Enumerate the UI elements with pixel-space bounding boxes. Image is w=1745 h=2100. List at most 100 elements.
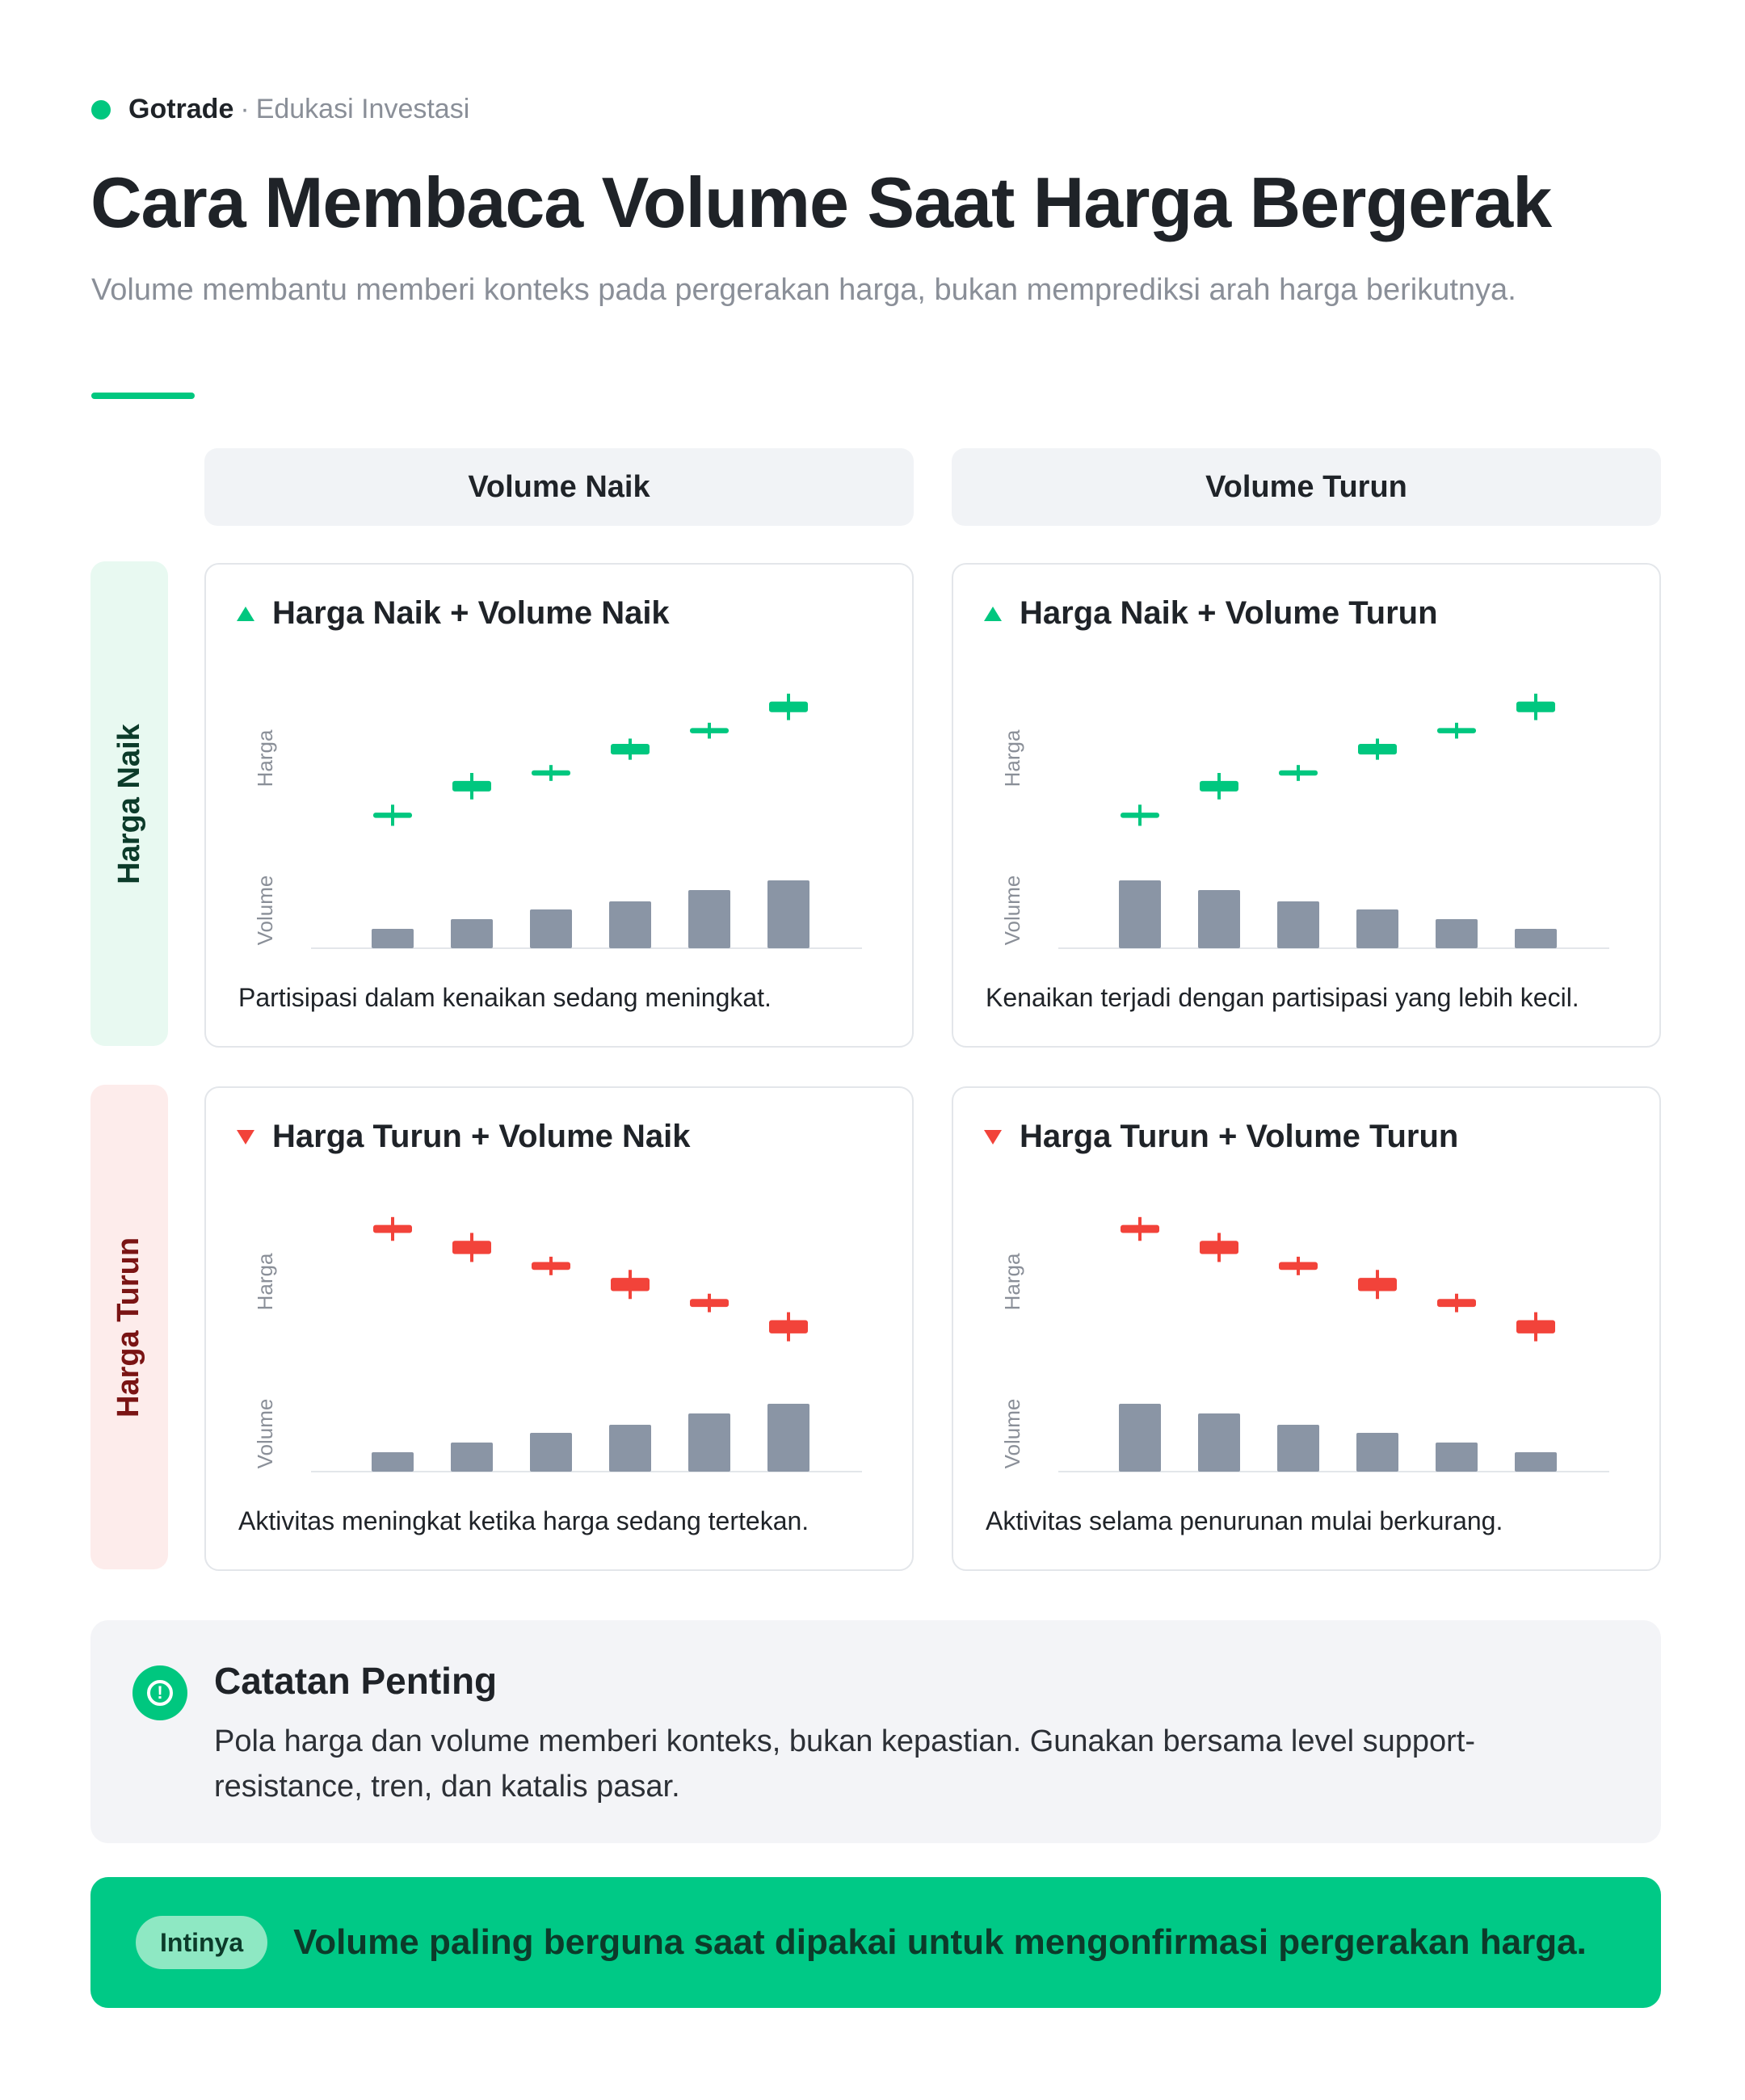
chart-title-text: Harga Turun + Volume Turun xyxy=(1020,1119,1459,1154)
chart-title: Harga Naik + Volume Naik xyxy=(237,595,670,632)
axis-label-volume: Volume xyxy=(1000,876,1024,946)
candle-body xyxy=(532,770,570,776)
chart-title: Harga Turun + Volume Naik xyxy=(237,1119,691,1155)
row-label-harga-turun: Harga Turun xyxy=(90,1085,168,1569)
axis-label-volume: Volume xyxy=(253,876,277,946)
candle-body xyxy=(373,1224,412,1233)
volume-bar xyxy=(451,1443,493,1472)
brand-separator: · xyxy=(240,94,250,124)
brand: Gotrade · Edukasi Investasi xyxy=(91,94,469,125)
important-note: ! Catatan Penting Pola harga dan volume … xyxy=(90,1620,1661,1843)
chart-caption: Partisipasi dalam kenaikan sedang mening… xyxy=(238,983,772,1012)
candle-body xyxy=(1516,1320,1555,1334)
volume-bar xyxy=(372,1452,414,1472)
title-accent-line xyxy=(91,393,195,399)
chart-card-turun-naik: Harga Turun + Volume Naik Harga Volume Ak… xyxy=(204,1086,914,1571)
candle-body xyxy=(1358,1278,1397,1292)
chart-caption: Kenaikan terjadi dengan partisipasi yang… xyxy=(986,983,1579,1012)
chart-title: Harga Naik + Volume Turun xyxy=(984,595,1438,632)
candle-body xyxy=(373,813,412,818)
axis-label-volume: Volume xyxy=(1000,1399,1024,1469)
volume-bar xyxy=(530,1433,572,1472)
volume-bar xyxy=(1356,1433,1398,1472)
candle-body xyxy=(690,728,729,733)
page-title: Cara Membaca Volume Saat Harga Bergerak xyxy=(90,162,1552,242)
row-label-text: Harga Turun xyxy=(111,1237,146,1418)
candle-body xyxy=(452,780,491,792)
chart-title: Harga Turun + Volume Turun xyxy=(984,1119,1458,1155)
brand-name: Gotrade xyxy=(128,94,234,124)
volume-bar xyxy=(1198,1413,1240,1472)
takeaway-banner: Intinya Volume paling berguna saat dipak… xyxy=(90,1877,1661,2008)
page-subtitle: Volume membantu memberi konteks pada per… xyxy=(91,273,1516,307)
volume-bar xyxy=(1119,1404,1161,1472)
chart-caption: Aktivitas selama penurunan mulai berkura… xyxy=(986,1506,1503,1535)
volume-bar xyxy=(1515,929,1557,948)
candle-body xyxy=(1358,744,1397,755)
volume-bar xyxy=(1436,1443,1478,1472)
volume-bar xyxy=(372,929,414,948)
volume-bar xyxy=(609,901,651,948)
volume-bar xyxy=(1277,901,1319,948)
candle-body xyxy=(1121,1224,1159,1233)
chart-card-turun-turun: Harga Turun + Volume Turun Harga Volume A… xyxy=(952,1086,1661,1571)
chart-card-naik-naik: Harga Naik + Volume Naik Harga Volume Par… xyxy=(204,563,914,1048)
volume-bar xyxy=(451,919,493,948)
chart-title-text: Harga Naik + Volume Naik xyxy=(272,595,670,631)
volume-bar xyxy=(767,1404,809,1472)
takeaway-text: Volume paling berguna saat dipakai untuk… xyxy=(293,1922,1587,1962)
volume-bar xyxy=(1356,909,1398,948)
row-label-text: Harga Naik xyxy=(111,723,146,884)
brand-dot-icon xyxy=(91,99,111,120)
candle-body xyxy=(611,744,650,755)
volume-bar xyxy=(1277,1425,1319,1472)
triangle-down-icon xyxy=(237,1129,254,1144)
note-title: Catatan Penting xyxy=(214,1660,498,1702)
candlestick-chart: Harga Volume xyxy=(1000,693,1609,949)
triangle-up-icon xyxy=(237,606,254,621)
chart-title-text: Harga Turun + Volume Naik xyxy=(272,1119,691,1154)
candle-body xyxy=(452,1241,491,1254)
row-label-harga-naik: Harga Naik xyxy=(90,561,168,1046)
takeaway-pill: Intinya xyxy=(136,1916,268,1969)
volume-bar xyxy=(1515,1452,1557,1472)
chart-title-text: Harga Naik + Volume Turun xyxy=(1020,595,1438,631)
volume-bar xyxy=(1198,890,1240,948)
candle-body xyxy=(769,1320,808,1334)
volume-bar xyxy=(1119,880,1161,948)
candlestick-chart: Harga Volume xyxy=(253,693,862,949)
axis-label-price: Harga xyxy=(253,729,277,787)
axis-label-price: Harga xyxy=(1000,729,1024,787)
triangle-up-icon xyxy=(984,606,1002,621)
candle-body xyxy=(1437,728,1476,733)
candle-body xyxy=(1200,1241,1238,1254)
chart-caption: Aktivitas meningkat ketika harga sedang … xyxy=(238,1506,809,1535)
candle-body xyxy=(690,1299,729,1308)
candle-body xyxy=(769,701,808,712)
candle-body xyxy=(1200,780,1238,792)
candle-body xyxy=(1437,1299,1476,1308)
candle-body xyxy=(532,1262,570,1270)
axis-label-price: Harga xyxy=(253,1253,277,1310)
candlestick-chart: Harga Volume xyxy=(253,1216,862,1472)
axis-label-price: Harga xyxy=(1000,1253,1024,1310)
volume-bar xyxy=(688,1413,730,1472)
candle-body xyxy=(1516,701,1555,712)
candle-body xyxy=(1279,770,1318,776)
chart-card-naik-turun: Harga Naik + Volume Turun Harga Volume Ke… xyxy=(952,563,1661,1048)
candlestick-chart: Harga Volume xyxy=(1000,1216,1609,1472)
candle-body xyxy=(1279,1262,1318,1270)
triangle-down-icon xyxy=(984,1129,1002,1144)
axis-label-volume: Volume xyxy=(253,1399,277,1469)
volume-bar xyxy=(688,890,730,948)
column-header-volume-turun: Volume Turun xyxy=(952,448,1661,526)
volume-bar xyxy=(1436,919,1478,948)
column-header-volume-naik: Volume Naik xyxy=(204,448,914,526)
volume-bar xyxy=(530,909,572,948)
alert-icon: ! xyxy=(132,1665,187,1720)
brand-subtitle: Edukasi Investasi xyxy=(255,94,470,124)
note-body: Pola harga dan volume memberi konteks, b… xyxy=(214,1724,1475,1804)
volume-bar xyxy=(767,880,809,948)
candle-body xyxy=(611,1278,650,1292)
volume-bar xyxy=(609,1425,651,1472)
